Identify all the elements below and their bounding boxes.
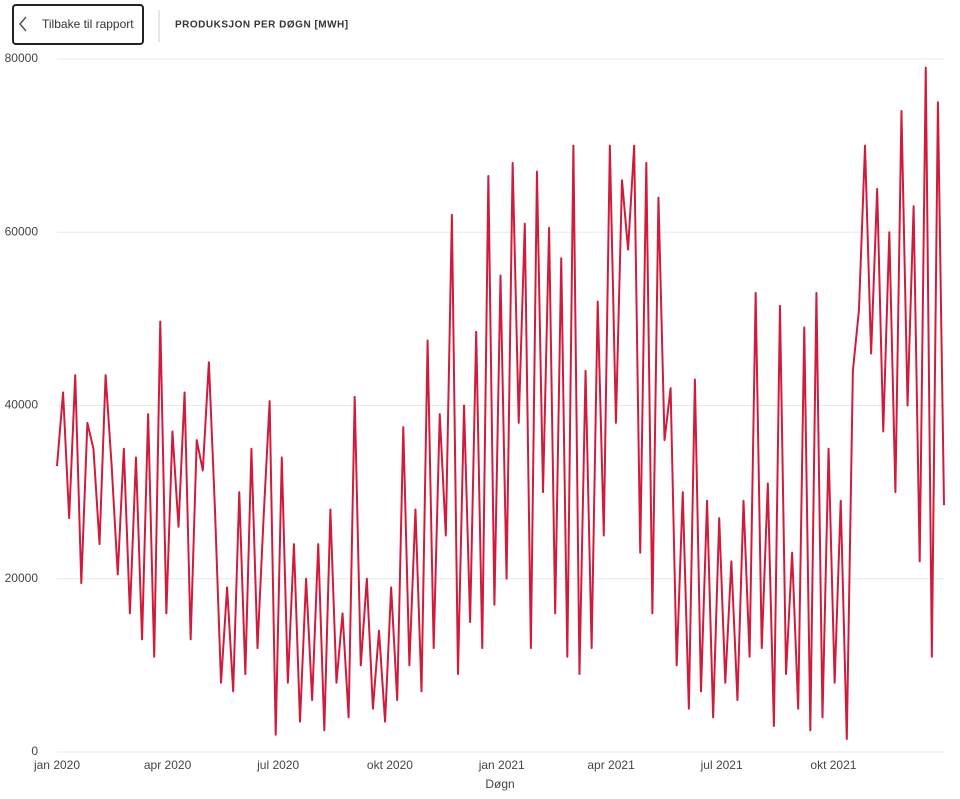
y-tick-label: 80000 <box>5 51 39 65</box>
x-tick-label: jan 2020 <box>33 758 80 772</box>
x-tick-label: jan 2021 <box>478 758 525 772</box>
x-tick-label: jul 2020 <box>256 758 299 772</box>
chart-title: PRODUKSJON PER DØGN [MWH] <box>175 20 349 31</box>
x-axis-label: Døgn <box>485 777 514 791</box>
back-button[interactable] <box>12 4 144 45</box>
y-tick-label: 20000 <box>5 571 39 585</box>
x-tick-label: apr 2021 <box>587 758 635 772</box>
y-tick-label: 60000 <box>5 224 39 238</box>
y-tick-label: 0 <box>31 744 38 758</box>
x-tick-label: jul 2021 <box>700 758 743 772</box>
y-tick-label: 40000 <box>5 398 39 412</box>
back-label[interactable]: Tilbake til rapport <box>42 17 134 31</box>
x-tick-label: okt 2021 <box>810 758 856 772</box>
data-line <box>56 66 945 741</box>
x-tick-label: apr 2020 <box>144 758 192 772</box>
back-icon[interactable] <box>19 16 27 32</box>
x-tick-label: okt 2020 <box>367 758 413 772</box>
